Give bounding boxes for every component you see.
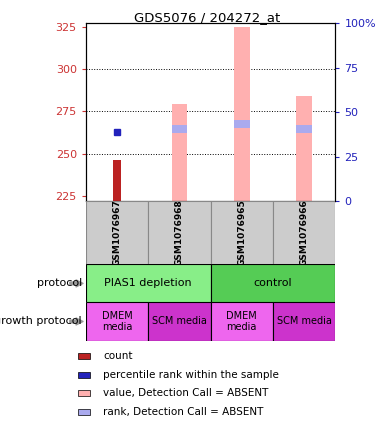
Bar bbox=[78, 353, 90, 359]
Text: percentile rank within the sample: percentile rank within the sample bbox=[103, 370, 279, 379]
Text: GSM1076968: GSM1076968 bbox=[175, 199, 184, 266]
Text: GDS5076 / 204272_at: GDS5076 / 204272_at bbox=[133, 11, 280, 24]
Text: DMEM
media: DMEM media bbox=[102, 310, 132, 332]
Bar bbox=[211, 201, 273, 264]
Bar bbox=[113, 160, 121, 201]
Text: control: control bbox=[254, 278, 292, 288]
Bar bbox=[86, 302, 148, 341]
Bar bbox=[86, 264, 211, 302]
Text: SCM media: SCM media bbox=[152, 316, 207, 327]
Text: SCM media: SCM media bbox=[277, 316, 332, 327]
Text: rank, Detection Call = ABSENT: rank, Detection Call = ABSENT bbox=[103, 407, 263, 417]
Text: GSM1076966: GSM1076966 bbox=[300, 199, 309, 266]
Text: growth protocol: growth protocol bbox=[0, 316, 82, 327]
Bar bbox=[296, 96, 312, 201]
Text: PIAS1 depletion: PIAS1 depletion bbox=[105, 278, 192, 288]
Bar bbox=[211, 302, 273, 341]
Bar bbox=[172, 104, 187, 201]
Bar bbox=[234, 120, 250, 128]
Bar bbox=[273, 302, 335, 341]
Text: count: count bbox=[103, 351, 133, 361]
Bar bbox=[78, 372, 90, 378]
Bar bbox=[148, 302, 211, 341]
Bar bbox=[86, 201, 148, 264]
Bar bbox=[296, 125, 312, 133]
Text: DMEM
media: DMEM media bbox=[227, 310, 257, 332]
Bar bbox=[78, 390, 90, 396]
Bar bbox=[78, 409, 90, 415]
Text: protocol: protocol bbox=[37, 278, 82, 288]
Bar bbox=[148, 201, 211, 264]
Bar bbox=[211, 264, 335, 302]
Bar bbox=[273, 201, 335, 264]
Bar bbox=[234, 27, 250, 201]
Text: GSM1076965: GSM1076965 bbox=[237, 199, 246, 266]
Text: value, Detection Call = ABSENT: value, Detection Call = ABSENT bbox=[103, 388, 268, 398]
Text: GSM1076967: GSM1076967 bbox=[112, 199, 122, 266]
Bar bbox=[172, 125, 187, 133]
